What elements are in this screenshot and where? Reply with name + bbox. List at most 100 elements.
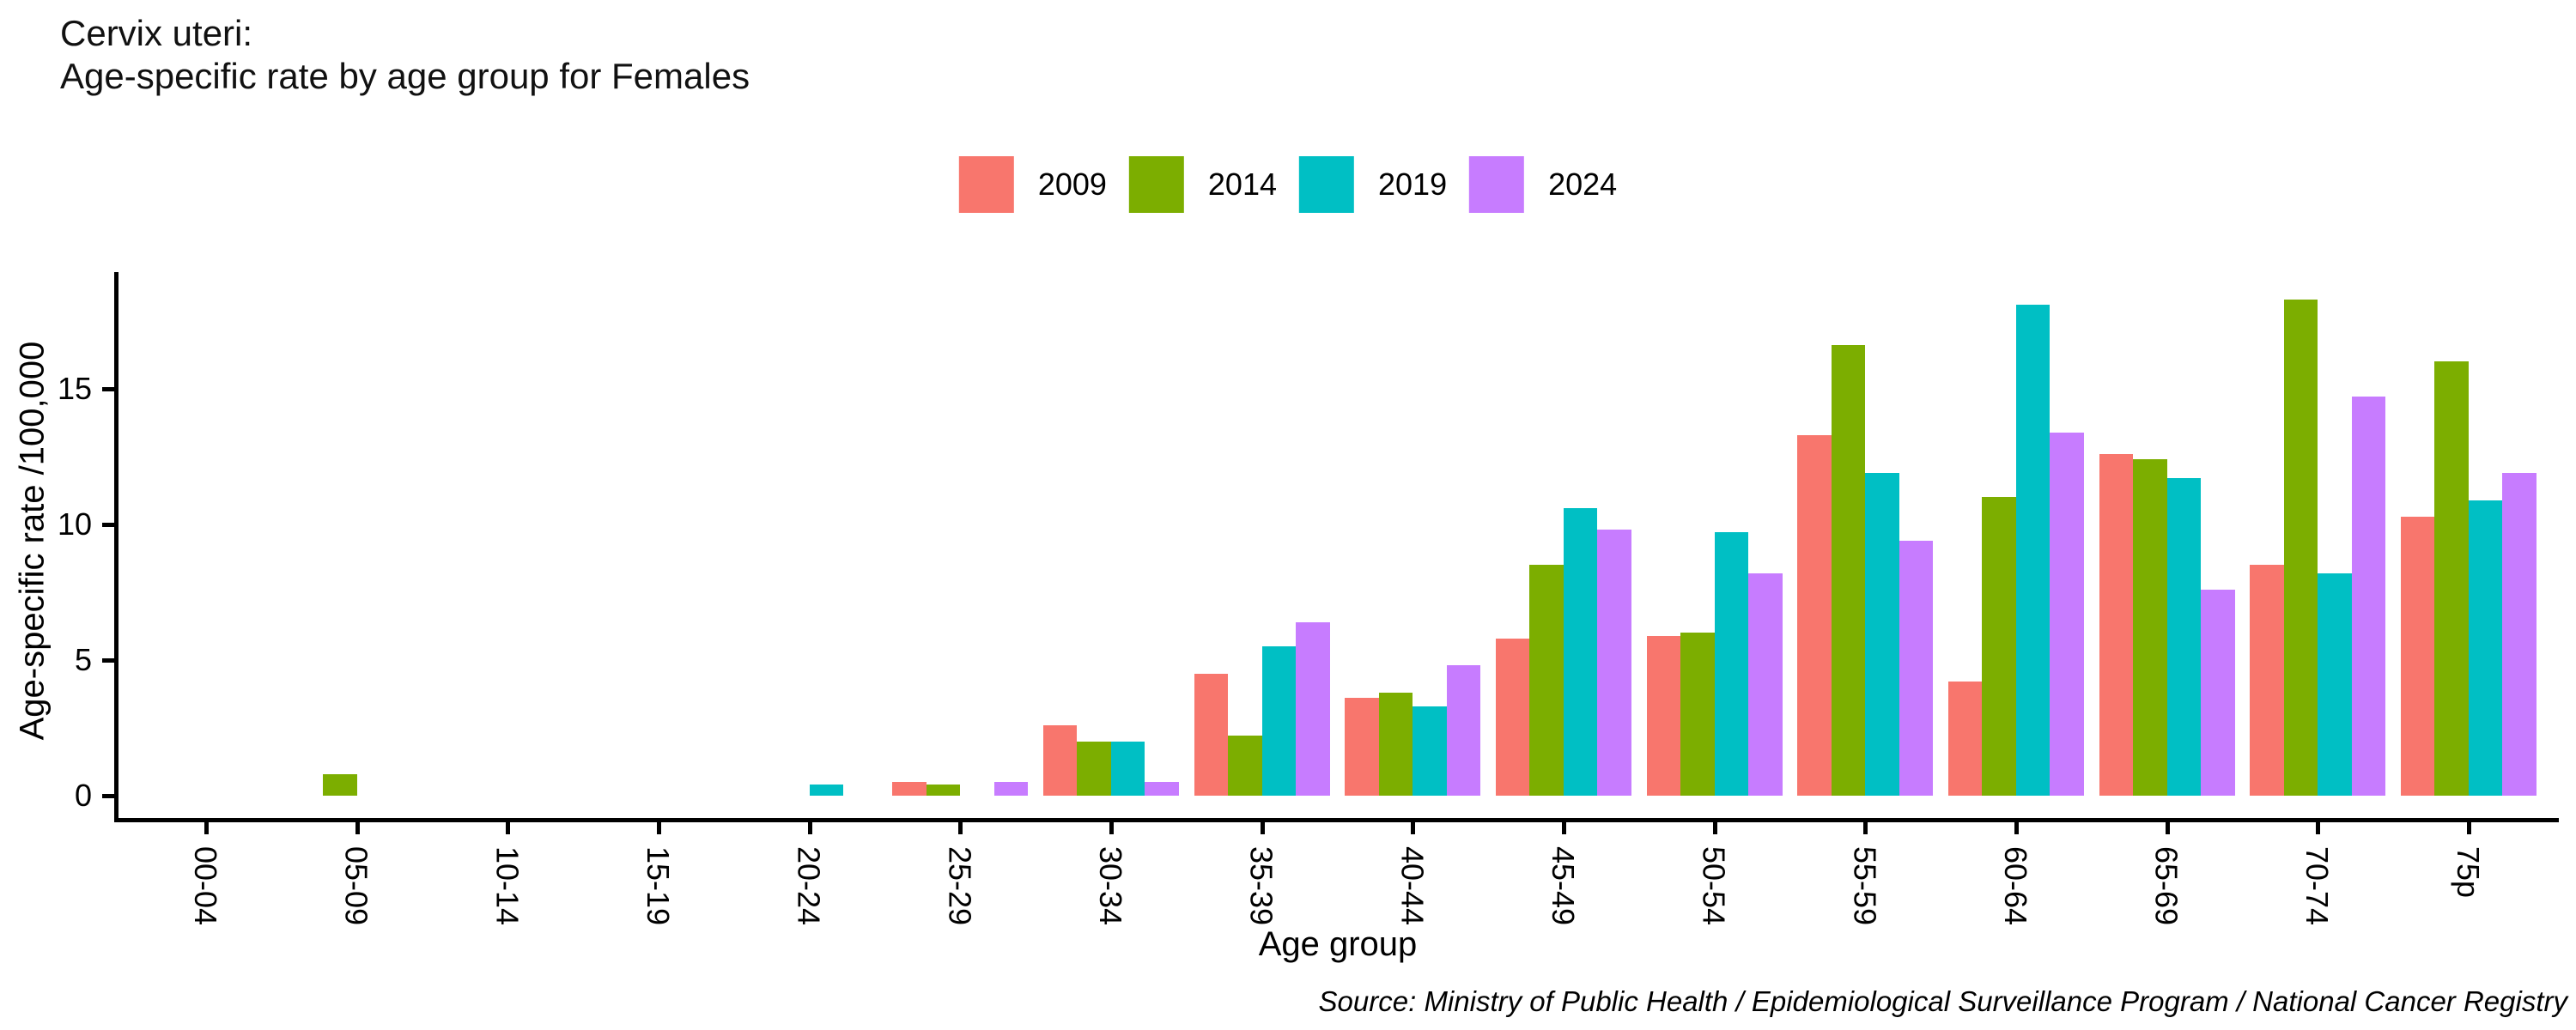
x-tick-mark	[1863, 822, 1868, 834]
y-tick-label: 0	[74, 778, 92, 813]
bar-2014-35-39	[1228, 736, 1262, 796]
legend-swatch-2009	[958, 156, 1014, 213]
x-tick-label: 30-34	[1092, 846, 1128, 926]
bar-2019-45-49	[1563, 508, 1598, 796]
legend-item-2014: 2014	[1128, 156, 1277, 213]
legend-item-2019: 2019	[1299, 156, 1447, 213]
bar-2019-30-34	[1110, 741, 1145, 796]
bar-2024-45-49	[1597, 530, 1631, 796]
bar-2024-65-69	[2201, 589, 2235, 796]
x-tick-label: 15-19	[640, 846, 676, 926]
bar-2009-35-39	[1194, 673, 1229, 796]
x-tick-label: 25-29	[942, 846, 978, 926]
bar-2024-75p	[2502, 472, 2537, 796]
bar-2014-30-34	[1077, 741, 1111, 796]
bar-2019-75p	[2468, 500, 2503, 796]
bar-2009-40-44	[1345, 698, 1379, 796]
x-tick-label: 60-64	[1997, 846, 2033, 926]
y-tick-label: 15	[57, 371, 92, 406]
legend-item-2024: 2024	[1469, 156, 1617, 213]
x-tick-mark	[355, 822, 360, 834]
bar-2024-70-74	[2351, 397, 2386, 796]
legend-label-2019: 2019	[1378, 167, 1448, 202]
y-axis-line	[114, 272, 118, 822]
y-tick-label: 10	[57, 506, 92, 542]
bar-2019-35-39	[1261, 646, 1297, 796]
bar-2024-55-59	[1899, 540, 1934, 796]
bar-2019-60-64	[2015, 305, 2050, 796]
bar-2014-75p	[2434, 361, 2469, 796]
bar-2009-50-54	[1646, 635, 1681, 796]
bar-2014-45-49	[1529, 565, 1564, 796]
bar-2014-60-64	[1982, 497, 2016, 796]
bar-2019-40-44	[1413, 706, 1447, 796]
bar-2009-55-59	[1797, 434, 1832, 796]
x-tick-label: 40-44	[1394, 846, 1431, 926]
bar-2019-70-74	[2318, 573, 2352, 796]
bar-2014-25-29	[926, 785, 961, 796]
x-tick-mark	[807, 822, 812, 834]
bar-2014-55-59	[1831, 345, 1866, 796]
bar-2019-65-69	[2166, 478, 2202, 796]
x-tick-label: 65-69	[2148, 846, 2184, 926]
legend-swatch-2019	[1299, 156, 1354, 213]
x-tick-mark	[506, 822, 511, 834]
y-tick-label: 5	[74, 642, 92, 677]
x-tick-label: 50-54	[1696, 846, 1732, 926]
bar-2009-60-64	[1947, 682, 1983, 796]
bar-2024-30-34	[1145, 782, 1179, 796]
x-tick-label: 00-04	[188, 846, 223, 926]
x-tick-mark	[1561, 822, 1566, 834]
bar-2024-35-39	[1296, 621, 1330, 796]
y-tick-mark	[102, 658, 114, 663]
bar-2009-75p	[2400, 516, 2435, 796]
x-tick-label: 05-09	[338, 846, 374, 926]
bar-2019-50-54	[1714, 532, 1749, 796]
x-tick-label: 10-14	[489, 846, 526, 926]
x-tick-label: 55-59	[1847, 846, 1883, 926]
legend-label-2014: 2014	[1207, 167, 1277, 202]
x-tick-mark	[2165, 822, 2170, 834]
y-axis-title: Age-specific rate /100,000	[13, 341, 52, 741]
chart-title: Cervix uteri: Age-specific rate by age g…	[60, 12, 750, 98]
bar-2014-65-69	[2133, 459, 2167, 796]
bar-2019-55-59	[1865, 472, 1899, 796]
bar-2024-60-64	[2050, 432, 2084, 796]
x-tick-label: 70-74	[2300, 846, 2336, 926]
bar-2009-30-34	[1042, 724, 1078, 796]
bar-2009-70-74	[2250, 565, 2284, 796]
bar-2014-40-44	[1378, 692, 1413, 796]
legend: 2009 2014 2019 2024	[958, 156, 1617, 213]
x-tick-label: 35-39	[1243, 846, 1279, 926]
bar-2014-50-54	[1680, 633, 1715, 796]
x-tick-label: 75p	[2450, 846, 2486, 899]
chart-title-line2: Age-specific rate by age group for Femal…	[60, 56, 750, 96]
bar-2009-25-29	[892, 782, 927, 796]
bar-2019-20-24	[809, 785, 844, 796]
bar-2024-40-44	[1446, 665, 1481, 796]
x-axis-line	[114, 818, 2559, 822]
bar-2024-50-54	[1748, 573, 1783, 796]
x-tick-mark	[2316, 822, 2321, 834]
bar-2009-45-49	[1495, 638, 1530, 796]
x-tick-mark	[958, 822, 963, 834]
chart-title-line1: Cervix uteri:	[60, 13, 253, 53]
x-tick-mark	[656, 822, 661, 834]
x-tick-mark	[2466, 822, 2471, 834]
x-tick-label: 45-49	[1545, 846, 1581, 926]
x-tick-label: 20-24	[791, 846, 827, 926]
x-tick-mark	[204, 822, 209, 834]
source-caption: Source: Ministry of Public Health / Epid…	[1318, 985, 2567, 1017]
bar-2014-70-74	[2283, 299, 2318, 796]
bar-2014-05-09	[323, 773, 357, 796]
bar-2024-25-29	[993, 782, 1029, 796]
legend-label-2009: 2009	[1037, 167, 1107, 202]
legend-label-2024: 2024	[1548, 167, 1618, 202]
x-axis-title: Age group	[1258, 925, 1418, 963]
x-tick-mark	[1260, 822, 1265, 834]
x-tick-mark	[2014, 822, 2019, 834]
x-tick-mark	[1712, 822, 1717, 834]
y-tick-mark	[102, 387, 114, 391]
bar-2009-65-69	[2099, 453, 2134, 796]
